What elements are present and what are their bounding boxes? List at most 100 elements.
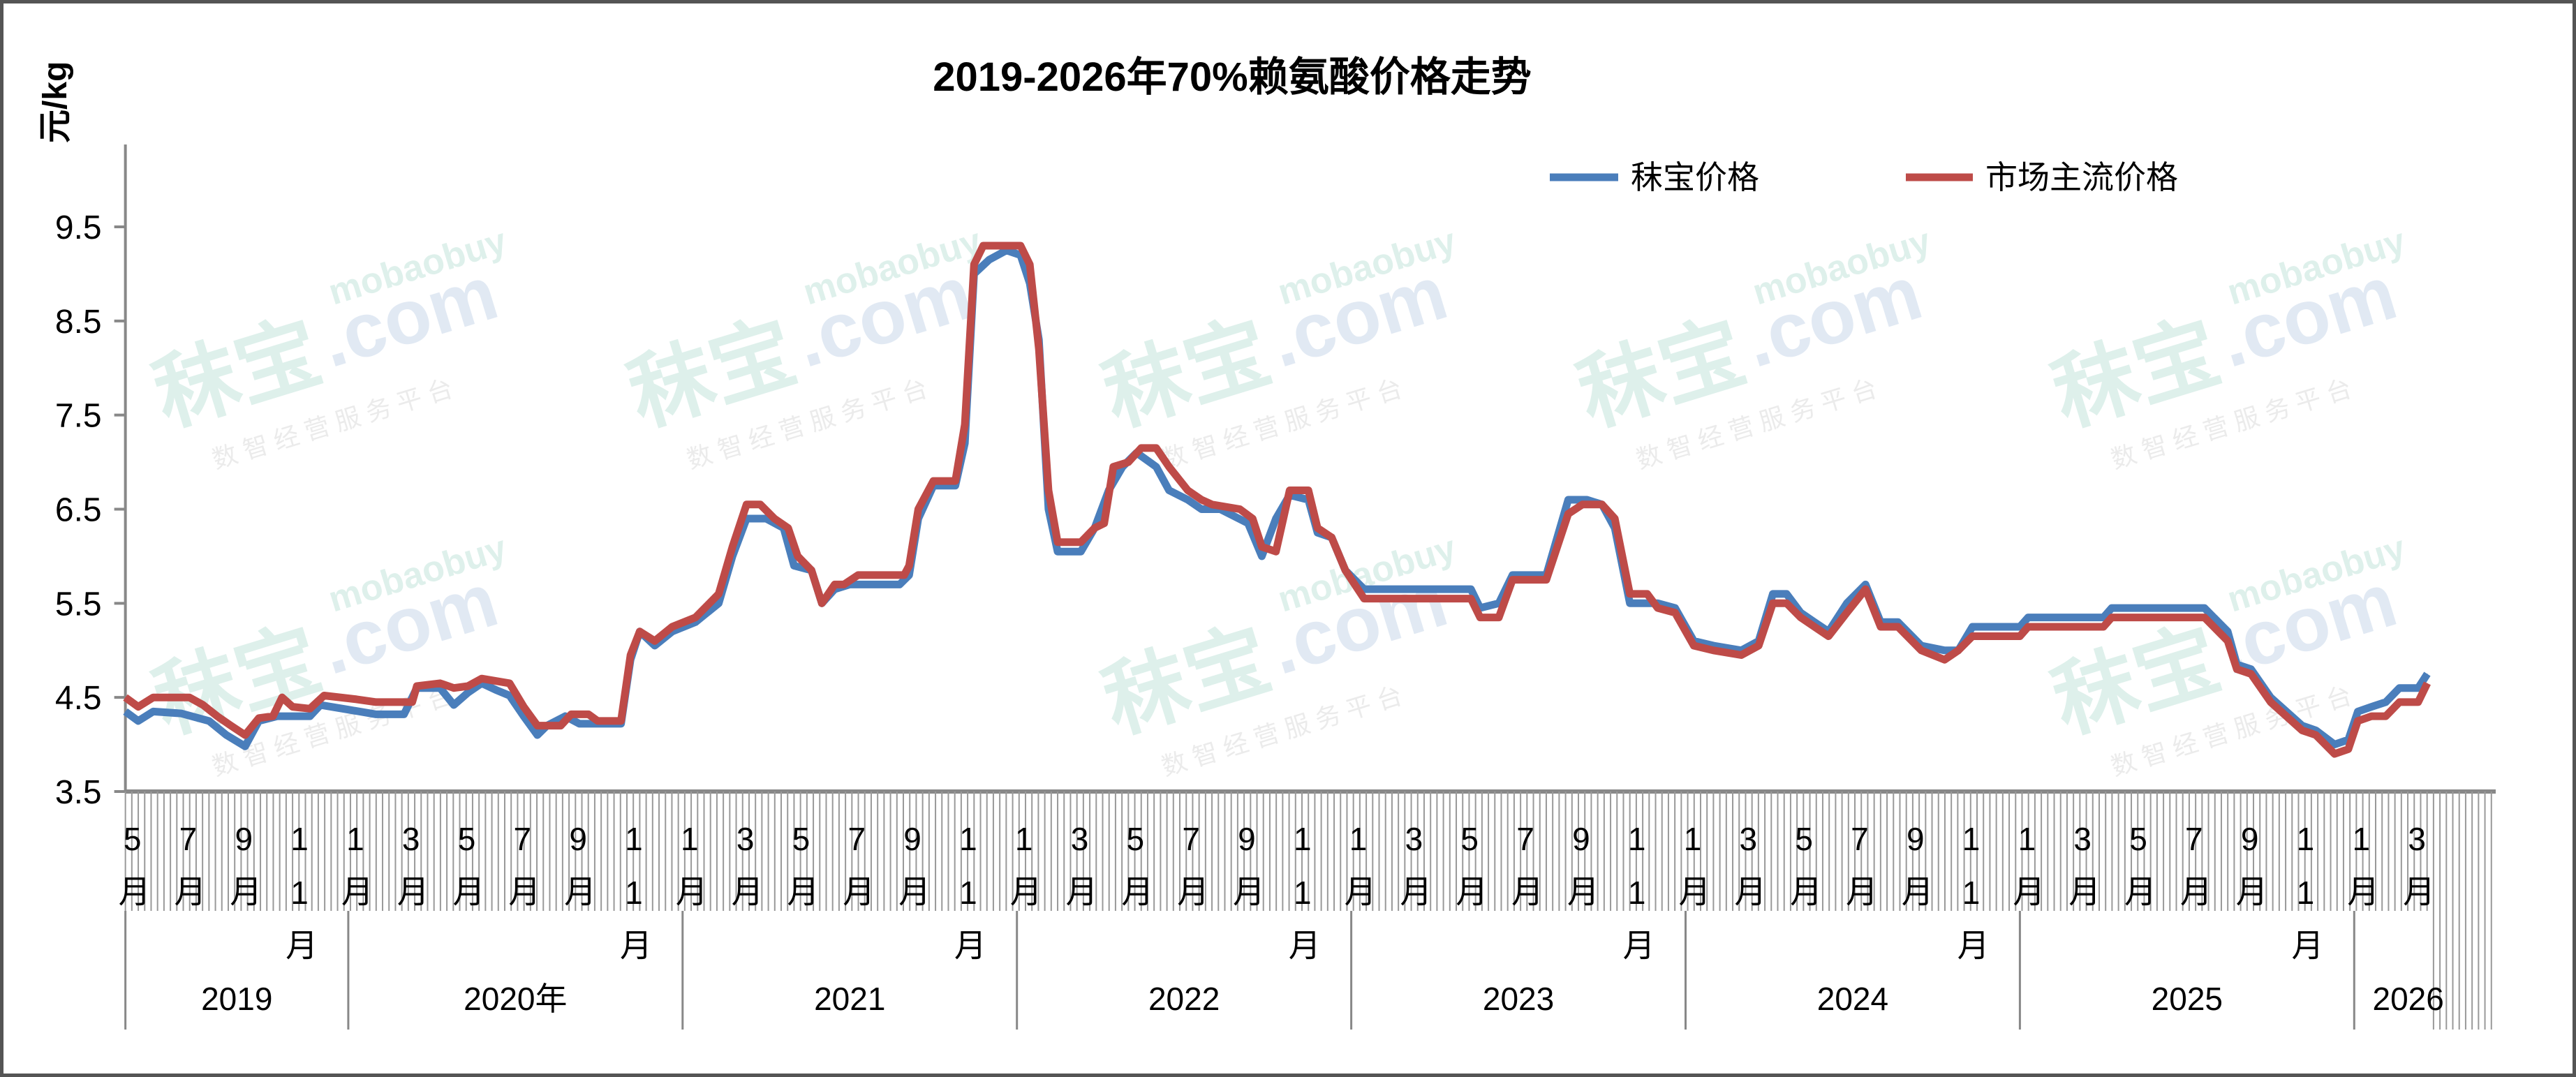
data-point xyxy=(1772,602,1773,604)
data-point xyxy=(1479,617,1481,618)
month-tick-label: 1月 xyxy=(2343,821,2380,924)
month-tick-label: 5月 xyxy=(1117,821,1154,924)
series-line-market xyxy=(123,242,2431,758)
data-point xyxy=(695,621,696,623)
data-point xyxy=(2103,617,2104,618)
data-point xyxy=(1498,617,1500,618)
data-point xyxy=(537,725,538,727)
year-label: 2026 xyxy=(2373,981,2444,1017)
legend-label-mobao: 秣宝价格 xyxy=(1631,159,1759,195)
data-point xyxy=(1127,461,1129,463)
y-tick-label: 9.5 xyxy=(55,209,102,246)
data-point xyxy=(309,715,311,717)
data-point xyxy=(323,695,325,696)
month-tick-label: 1月 xyxy=(336,821,373,924)
data-point xyxy=(982,245,984,246)
data-point xyxy=(138,720,139,722)
year-label: 2024 xyxy=(1817,981,1888,1017)
data-point xyxy=(1897,621,1899,623)
data-point xyxy=(2357,720,2359,722)
data-point xyxy=(125,697,126,698)
data-point xyxy=(1647,593,1648,595)
month-tick-label: 5月 xyxy=(1786,821,1823,924)
month-tick-label: 3月 xyxy=(1730,821,1767,924)
data-point xyxy=(570,713,572,715)
watermark-layer: 秣宝.commobaobuy数 智 经 营 服 务 平 台秣宝.commobao… xyxy=(144,221,2411,781)
data-point xyxy=(309,708,311,709)
data-point xyxy=(1828,636,1829,637)
month-tick-label: 3月 xyxy=(1061,821,1098,924)
data-point xyxy=(2385,701,2386,703)
data-point xyxy=(1155,447,1157,449)
month-tick-label: 7月 xyxy=(1507,821,1544,924)
data-point xyxy=(2357,711,2359,712)
data-point xyxy=(834,584,836,585)
month-tick-label: 1月 xyxy=(671,821,708,924)
data-point xyxy=(1846,602,1848,604)
data-point xyxy=(1865,588,1866,590)
year-label: 2025 xyxy=(2152,981,2223,1017)
data-point xyxy=(1275,518,1277,519)
data-point xyxy=(1363,598,1365,600)
data-point xyxy=(1498,602,1500,604)
data-point xyxy=(202,704,204,706)
data-point xyxy=(1187,490,1188,491)
data-point xyxy=(1786,602,1787,604)
data-point xyxy=(125,711,126,712)
data-point xyxy=(1057,551,1058,552)
y-tick-label: 4.5 xyxy=(55,680,102,717)
month-tick-label: 11月 xyxy=(949,821,986,978)
data-point xyxy=(2371,706,2372,708)
data-point xyxy=(1345,570,1346,571)
data-point xyxy=(1920,650,1922,651)
data-point xyxy=(1252,518,1253,519)
data-point xyxy=(1629,602,1631,604)
month-tick-label: 5月 xyxy=(783,821,820,924)
series-lines xyxy=(123,242,2431,758)
data-point xyxy=(917,509,919,510)
data-point xyxy=(230,725,232,727)
month-tick-label: 3月 xyxy=(2399,821,2436,924)
data-point xyxy=(973,264,975,265)
data-point xyxy=(2111,607,2112,609)
axes: 9.5 8.5 7.5 6.5 5.5 4.5 3.5 2019 2020年 2021 2022 20… xyxy=(55,144,2496,1030)
month-tick-label: 7月 xyxy=(504,821,541,924)
data-point xyxy=(1512,579,1513,581)
data-point xyxy=(1048,490,1049,491)
data-point xyxy=(153,711,154,712)
data-point xyxy=(2204,607,2205,609)
data-point xyxy=(509,695,510,696)
data-point xyxy=(903,574,905,576)
month-tick-label: 5月 xyxy=(1451,821,1488,924)
data-point xyxy=(2371,715,2372,717)
data-point xyxy=(216,715,218,717)
data-point xyxy=(1155,466,1157,468)
month-tick-label: 7月 xyxy=(1173,821,1210,924)
month-tick-label: 7月 xyxy=(838,821,875,924)
month-tick-label: 3月 xyxy=(2064,821,2101,924)
month-tick-label: 9月 xyxy=(225,821,262,924)
data-point xyxy=(2385,715,2386,717)
month-tick-label: 5月 xyxy=(2120,821,2157,924)
year-label: 2019 xyxy=(201,981,272,1017)
month-tick-label: 7月 xyxy=(2175,821,2212,924)
data-point xyxy=(1239,509,1241,510)
data-point xyxy=(1211,504,1213,505)
chart-title: 2019-2026年70%赖氨酸价格走势 xyxy=(933,54,1531,100)
month-tick-label: 11月 xyxy=(1953,821,1990,978)
month-tick-label: 9月 xyxy=(1228,821,1265,924)
y-tick-label: 6.5 xyxy=(55,492,102,529)
legend-label-market: 市场主流价格 xyxy=(1985,159,2178,195)
month-tick-label: 11月 xyxy=(615,821,652,978)
data-point xyxy=(244,745,246,747)
data-point xyxy=(908,565,910,566)
y-tick-label: 5.5 xyxy=(55,586,102,623)
data-point xyxy=(153,697,154,698)
data-point xyxy=(1846,612,1848,614)
month-tick-label: 7月 xyxy=(170,821,207,924)
data-point xyxy=(188,697,190,698)
